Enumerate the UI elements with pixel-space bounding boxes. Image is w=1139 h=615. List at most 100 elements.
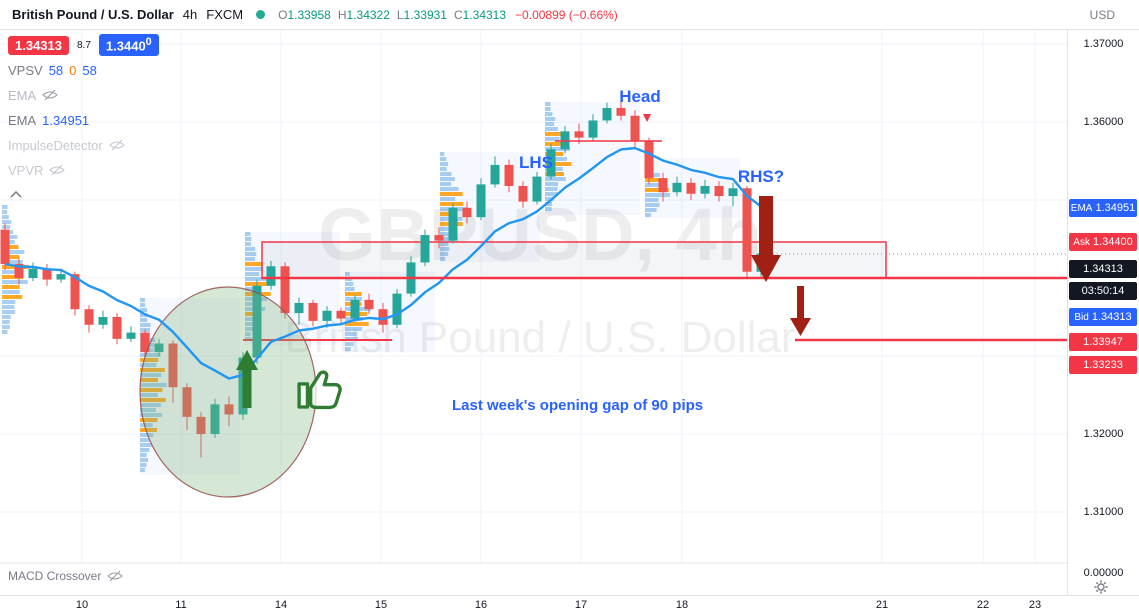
time-axis-label: 21 bbox=[875, 599, 889, 611]
time-axis-label: 16 bbox=[474, 599, 488, 611]
price-axis-label: 1.37000 bbox=[1083, 38, 1124, 50]
candle bbox=[476, 178, 486, 221]
gap-note-annotation[interactable]: Last week's opening gap of 90 pips bbox=[452, 397, 703, 414]
candle bbox=[182, 383, 192, 431]
big-down-arrow-icon[interactable] bbox=[751, 196, 781, 282]
candle bbox=[490, 156, 500, 188]
watermark-symbol: GBPUSD, 4h bbox=[318, 193, 762, 276]
indicator-row-vpvr[interactable]: VPVR bbox=[8, 161, 159, 179]
bar-countdown-label: 03:50:14 bbox=[1069, 282, 1137, 300]
highlight-circle[interactable] bbox=[139, 286, 317, 498]
time-axis-label: 15 bbox=[374, 599, 388, 611]
green-up-arrow-icon[interactable] bbox=[236, 350, 258, 408]
candle bbox=[616, 98, 626, 121]
indicator-row-vpsv[interactable]: VPSV 58 0 58 bbox=[8, 62, 97, 78]
timeframe-selector[interactable]: 4h bbox=[182, 7, 198, 22]
candle bbox=[728, 182, 738, 207]
time-axis-label: 22 bbox=[976, 599, 990, 611]
indicator-row-ema[interactable]: EMA 1.34951 bbox=[8, 112, 90, 128]
indicator-legend: 1.34313 8.7 1.34400 VPSV 58 0 58 EMA EMA… bbox=[8, 34, 159, 211]
candle bbox=[742, 185, 752, 278]
candle bbox=[252, 279, 262, 364]
spread-value: 8.7 bbox=[77, 39, 91, 51]
price-axis-label: 1.32000 bbox=[1083, 428, 1124, 440]
candle bbox=[504, 159, 514, 193]
price-axis-label: 1.36000 bbox=[1083, 116, 1124, 128]
gap-level-price-label: 1.33947 bbox=[1069, 333, 1137, 351]
candle bbox=[644, 137, 654, 185]
candle bbox=[210, 398, 220, 438]
candle bbox=[518, 181, 528, 208]
candle bbox=[672, 176, 682, 197]
candle bbox=[42, 263, 52, 286]
candle bbox=[392, 288, 402, 328]
candlestick-series bbox=[0, 98, 766, 458]
time-axis-label: 17 bbox=[574, 599, 588, 611]
candle bbox=[588, 114, 598, 141]
volume-profile-bars bbox=[2, 102, 670, 472]
exchange-name[interactable]: FXCM bbox=[206, 7, 244, 22]
ema-price-label: EMA 1.34951 bbox=[1069, 199, 1137, 217]
candle bbox=[378, 302, 388, 333]
candle bbox=[448, 203, 458, 244]
rhs-annotation[interactable]: RHS? bbox=[738, 167, 784, 186]
candle bbox=[112, 313, 122, 345]
head-annotation[interactable]: Head bbox=[619, 87, 661, 106]
candle bbox=[308, 299, 318, 327]
candle bbox=[336, 307, 346, 324]
axis-settings-gear-icon[interactable] bbox=[1094, 580, 1108, 594]
watermark-name: British Pound / U.S. Dollar bbox=[284, 313, 795, 362]
candle bbox=[546, 143, 556, 180]
lower-level-price-label: 1.33233 bbox=[1069, 356, 1137, 374]
ema-indicator-line bbox=[4, 146, 762, 380]
time-axis-label: 14 bbox=[274, 599, 288, 611]
price-axis-label: 0.00000 bbox=[1083, 567, 1124, 579]
candle bbox=[420, 229, 430, 267]
time-axis[interactable]: 10 11 14 15 16 17 18 21 22 23 bbox=[0, 595, 1067, 615]
chart-svg[interactable]: GBPUSD, 4h British Pound / U.S. Dollar bbox=[0, 30, 1067, 595]
chart-canvas[interactable]: GBPUSD, 4h British Pound / U.S. Dollar bbox=[0, 30, 1067, 595]
candle bbox=[140, 329, 150, 358]
candle bbox=[126, 326, 136, 342]
sell-signal-marker-icon bbox=[643, 114, 651, 122]
candle bbox=[364, 293, 374, 314]
candle bbox=[532, 171, 542, 205]
symbol-name[interactable]: British Pound / U.S. Dollar bbox=[12, 7, 174, 22]
bid-price-label: Bid 1.34313 bbox=[1069, 308, 1137, 326]
buy-button[interactable]: 1.34400 bbox=[98, 34, 159, 56]
chart-header: British Pound / U.S. Dollar 4h FXCM O1.3… bbox=[0, 0, 1139, 30]
lhs-annotation[interactable]: LHS bbox=[519, 153, 553, 172]
candle bbox=[294, 297, 304, 325]
small-down-arrow-icon[interactable] bbox=[790, 286, 811, 336]
indicator-row-impulse-detector[interactable]: ImpulseDetector bbox=[8, 136, 159, 154]
price-axis-label: 1.31000 bbox=[1083, 506, 1124, 518]
currency-label: USD bbox=[1089, 7, 1115, 22]
candle bbox=[28, 262, 38, 282]
candle bbox=[84, 305, 94, 333]
candle bbox=[196, 412, 206, 458]
eye-off-icon[interactable] bbox=[108, 139, 125, 151]
chevron-up-icon[interactable] bbox=[8, 189, 24, 199]
grid-lines bbox=[0, 30, 1067, 563]
eye-off-icon[interactable] bbox=[49, 164, 66, 176]
eye-off-icon[interactable] bbox=[107, 570, 124, 582]
last-price-label: 1.34313 bbox=[1069, 260, 1137, 278]
candle bbox=[686, 178, 696, 200]
candle bbox=[280, 262, 290, 319]
eye-off-icon[interactable] bbox=[42, 89, 58, 101]
candle bbox=[658, 172, 668, 202]
candle bbox=[714, 181, 724, 202]
market-status-icon[interactable] bbox=[256, 10, 266, 19]
candle bbox=[168, 340, 178, 403]
indicator-row-macd[interactable]: MACD Crossover bbox=[8, 569, 124, 583]
sell-button[interactable]: 1.34313 bbox=[8, 35, 69, 55]
price-axis[interactable]: 1.37000 1.36000 1.32000 1.31000 0.00000 EMA 1… bbox=[1067, 30, 1139, 595]
legend-collapse-button[interactable] bbox=[8, 186, 159, 204]
candle bbox=[14, 258, 24, 285]
candle bbox=[154, 338, 164, 356]
resistance-zone-box[interactable] bbox=[261, 241, 887, 279]
candle bbox=[224, 396, 234, 427]
thumbs-up-icon[interactable] bbox=[297, 370, 342, 410]
indicator-row-ema-hidden[interactable]: EMA bbox=[8, 86, 159, 104]
